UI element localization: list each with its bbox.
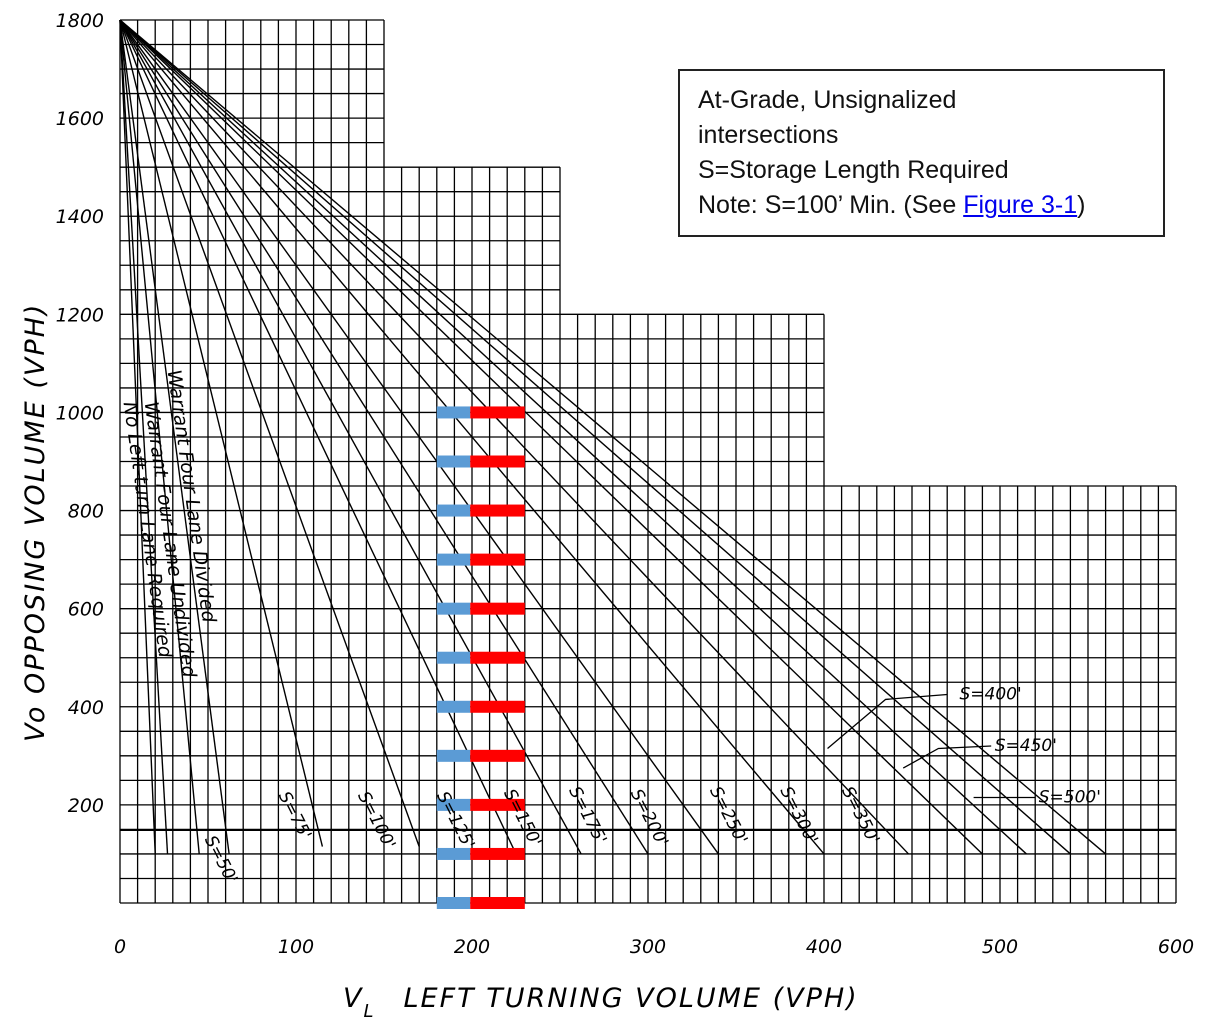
volume-markers: [436, 406, 525, 909]
x-tick-6: 600: [1158, 936, 1194, 958]
marker-blue-6: [436, 700, 471, 713]
x-tick-2: 200: [454, 936, 490, 958]
curve-labels: S=50'S=75' S=100' S=125' S=150' S=175' S=200'…: [119, 368, 1101, 887]
warrant-curves: [119, 19, 1107, 855]
marker-blue-2: [436, 504, 471, 517]
x-axis-title-main: V: [343, 983, 364, 1014]
curve-label-2: S=100': [353, 788, 399, 852]
curve-10: [119, 19, 825, 855]
marker-blue-5: [436, 651, 471, 664]
curve-8: [119, 19, 649, 855]
curve-15: [119, 19, 1107, 855]
y-tick-5: 1200: [56, 304, 104, 326]
x-tick-4: 400: [806, 936, 842, 958]
x-axis-title-sub: L: [363, 1001, 375, 1022]
curve-9: [119, 19, 719, 855]
x-tick-1: 100: [278, 936, 314, 958]
marker-blue-1: [436, 455, 471, 468]
marker-red-2: [470, 504, 525, 517]
marker-blue-7: [436, 749, 471, 762]
callout-label-0: S=400': [960, 684, 1022, 704]
marker-red-9: [470, 847, 525, 860]
curve-2: [119, 19, 200, 855]
x-tick-0: 0: [114, 936, 126, 958]
marker-red-4: [470, 602, 525, 615]
marker-blue-9: [436, 847, 471, 860]
callout-label-2: S=500': [1039, 787, 1101, 807]
curve-label-5: S=175': [564, 783, 610, 847]
axis-ticks: 0 100 200 300 400 500 600 200 400 600 800 1000 1200 1…: [56, 10, 1194, 958]
y-axis-title: Vo OPPOSING VOLUME (VPH): [20, 303, 51, 742]
y-tick-0: 200: [68, 795, 104, 817]
curve-label-4: S=150': [499, 786, 545, 850]
curve-14: [119, 19, 1071, 855]
curve-12: [119, 19, 983, 855]
curve-0: [119, 19, 156, 854]
note-line-1: At-Grade, Unsignalized: [698, 86, 957, 114]
curve-7: [119, 19, 582, 855]
y-tick-1: 400: [68, 697, 104, 719]
marker-red-1: [470, 455, 525, 468]
curve-1: [119, 19, 169, 854]
marker-red-0: [470, 406, 525, 419]
marker-red-6: [470, 700, 525, 713]
figure-link[interactable]: Figure 3-1: [963, 191, 1078, 219]
note-line-4: Note: S=100’ Min. (See Figure 3-1): [698, 188, 1145, 223]
marker-red-7: [470, 749, 525, 762]
marker-red-8: [470, 798, 525, 811]
note-box: At-Grade, Unsignalized intersections S=S…: [678, 69, 1165, 237]
curve-13: [119, 19, 1027, 855]
curve-label-7: S=250': [705, 783, 751, 847]
note-line-4-prefix: Note: S=100’ Min. (See: [698, 191, 964, 219]
marker-blue-10: [436, 897, 471, 909]
y-tick-2: 600: [68, 599, 104, 621]
x-axis-title: VL LEFT TURNING VOLUME (VPH): [343, 983, 859, 1022]
note-line-2: intersections: [698, 121, 839, 149]
x-tick-3: 300: [630, 936, 666, 958]
y-tick-6: 1400: [56, 206, 104, 228]
x-axis-title-rest: LEFT TURNING VOLUME (VPH): [404, 983, 859, 1014]
grid-lines: [119, 19, 1177, 904]
curve-5: [119, 19, 420, 847]
callout-label-1: S=450': [995, 736, 1057, 756]
marker-blue-4: [436, 602, 471, 615]
marker-red-5: [470, 651, 525, 664]
y-tick-4: 1000: [56, 402, 104, 424]
note-line-3: S=Storage Length Required: [698, 156, 1009, 184]
y-tick-3: 800: [68, 501, 104, 523]
note-line-4-suffix: ): [1077, 191, 1086, 219]
marker-red-3: [470, 553, 525, 566]
marker-blue-0: [436, 406, 471, 419]
curve-4: [119, 19, 324, 847]
y-tick-7: 1600: [56, 108, 104, 130]
y-tick-8: 1800: [56, 10, 104, 32]
marker-red-10: [470, 897, 525, 909]
x-tick-5: 500: [982, 936, 1018, 958]
curve-11: [119, 19, 909, 855]
curve-6: [119, 19, 517, 855]
curve-label-1: S=75': [274, 788, 315, 843]
curve-label-8: S=300': [776, 783, 822, 847]
callout-line-1: [902, 745, 992, 769]
callout-line-0: [827, 693, 948, 749]
curve-3: [119, 19, 230, 855]
marker-blue-3: [436, 553, 471, 566]
marker-blue-8: [436, 798, 471, 811]
